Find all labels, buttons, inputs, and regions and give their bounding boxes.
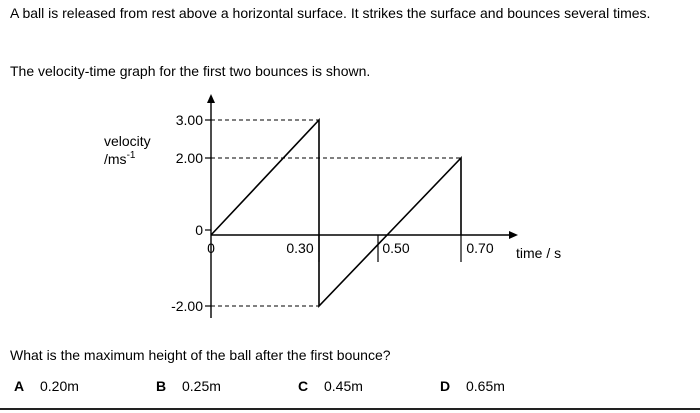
velocity-series-line	[210, 117, 462, 308]
y-tick-label: 0	[195, 222, 203, 238]
option-text: 0.65m	[466, 378, 505, 394]
option-letter: D	[440, 378, 451, 394]
y-axis-label-line1: velocity	[104, 133, 151, 149]
y-axis-arrow	[207, 94, 215, 103]
question-intro: A ball is released from rest above a hor…	[10, 5, 651, 21]
x-axis-label: time / s	[516, 245, 561, 261]
question-prompt: What is the maximum height of the ball a…	[10, 347, 391, 363]
x-tick-label: 0.50	[382, 240, 409, 256]
y-axis-label-line2: /ms-1	[104, 150, 136, 167]
x-tick-label: 0.70	[466, 240, 493, 256]
x-tick-label: 0	[207, 240, 215, 256]
option-d[interactable]: D 0.65m	[440, 377, 505, 395]
option-b[interactable]: B 0.25m	[156, 377, 221, 395]
option-text: 0.20m	[40, 378, 79, 394]
option-letter: C	[298, 378, 309, 394]
bottom-rule	[0, 408, 700, 410]
graph-intro-text: The velocity-time graph for the first tw…	[10, 63, 371, 79]
option-letter: A	[14, 378, 25, 394]
y-axis-unit: /ms	[104, 151, 127, 167]
option-c[interactable]: C 0.45m	[298, 377, 363, 395]
y-axis-unit-superscript: -1	[127, 150, 136, 161]
x-axis-arrow	[509, 231, 518, 239]
x-tick-label: 0.30	[286, 240, 313, 256]
y-tick-label: -2.00	[171, 298, 203, 314]
option-a[interactable]: A 0.20m	[14, 377, 79, 395]
y-tick-label: 3.00	[176, 112, 203, 128]
option-text: 0.25m	[182, 378, 221, 394]
option-text: 0.45m	[324, 378, 363, 394]
y-tick-label: 2.00	[176, 150, 203, 166]
option-letter: B	[156, 378, 167, 394]
